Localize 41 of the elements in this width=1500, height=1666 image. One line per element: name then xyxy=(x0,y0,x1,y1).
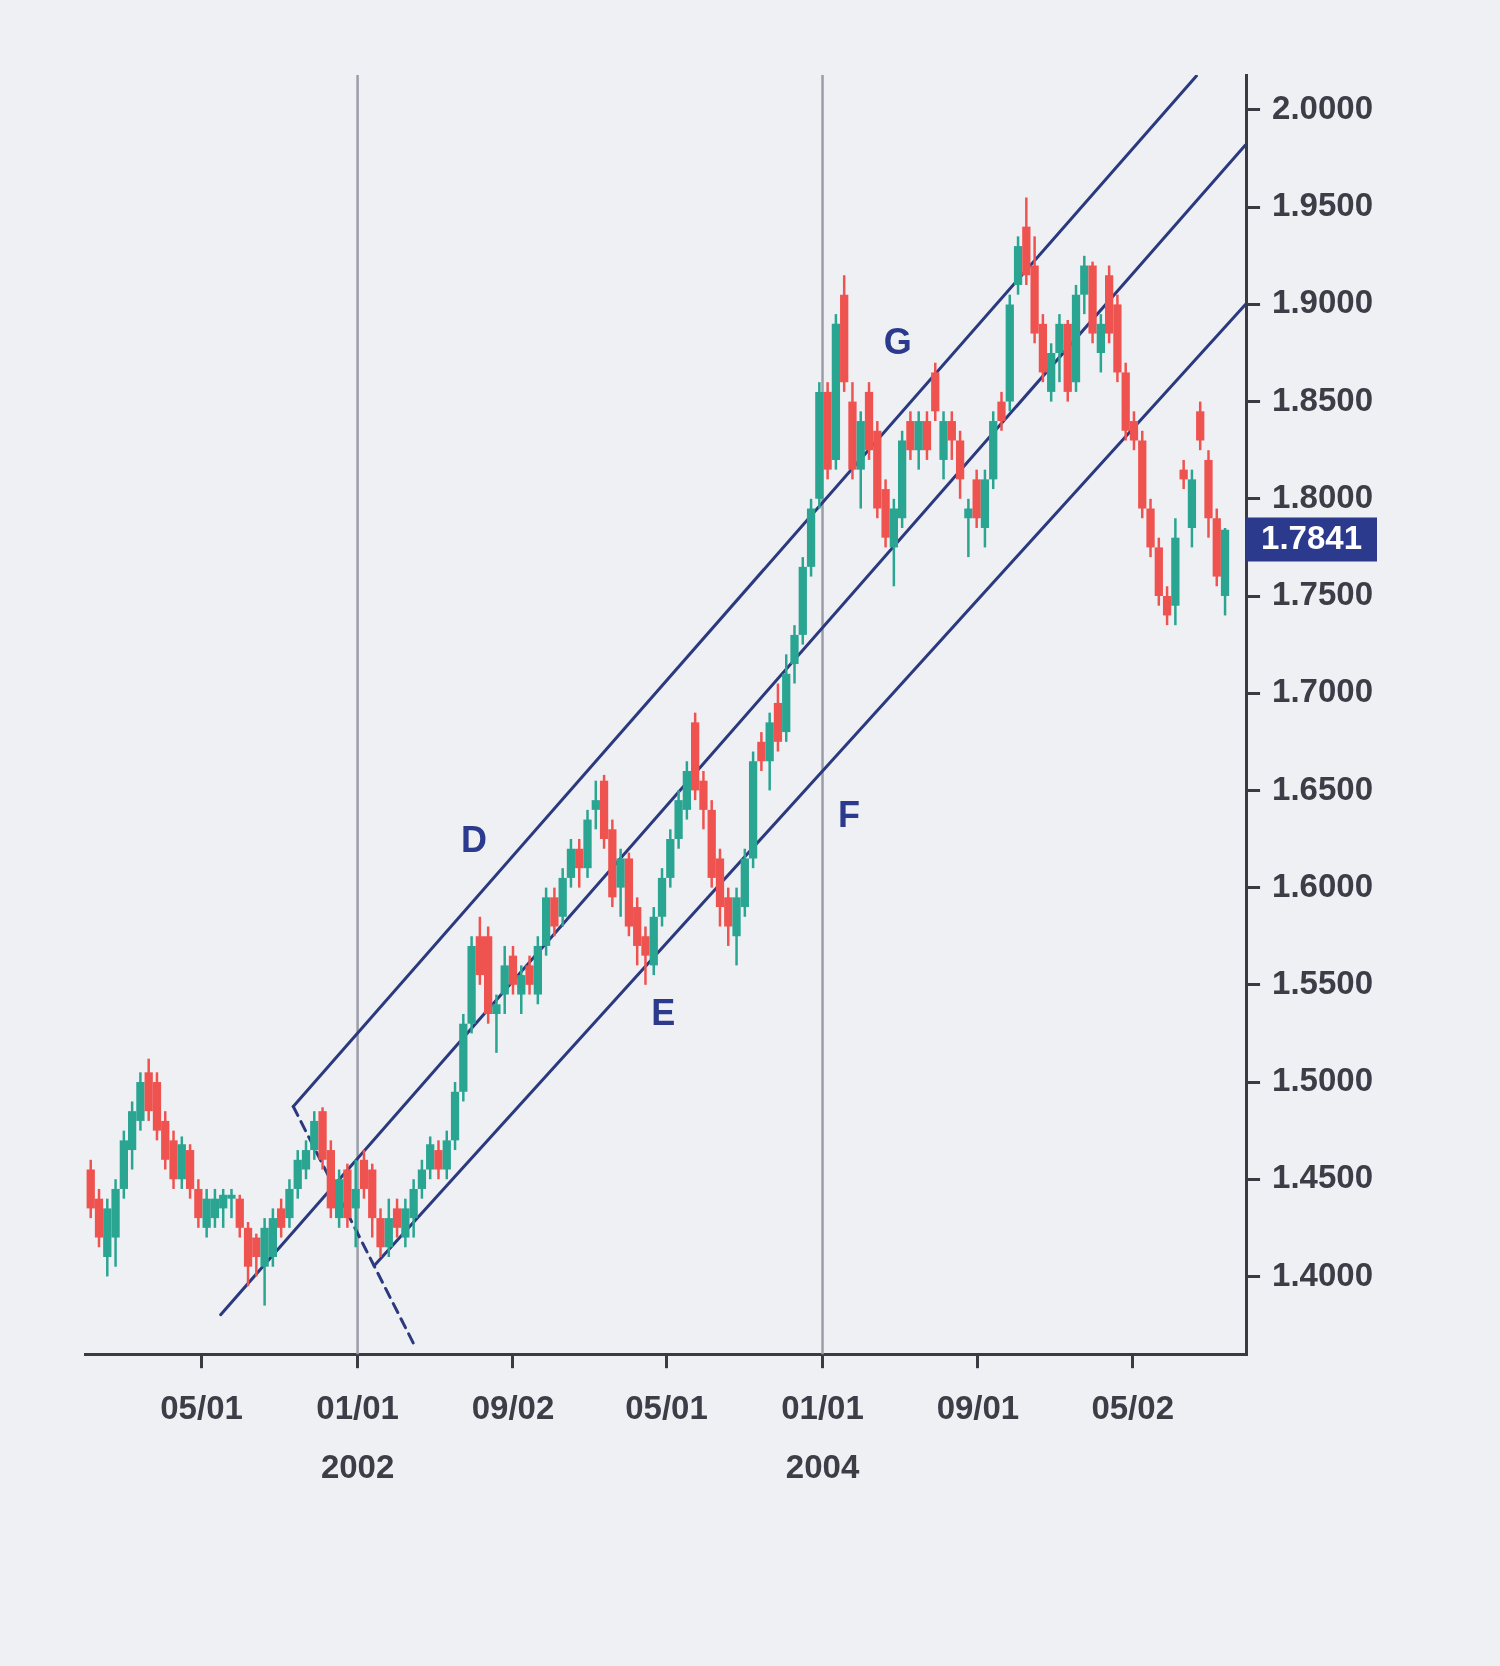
x-tick-label: 05/02 xyxy=(1091,1388,1174,1426)
y-tick-label: 1.9000 xyxy=(1272,283,1373,321)
annotation: E xyxy=(651,992,676,1034)
y-tick-label: 2.0000 xyxy=(1272,89,1373,127)
candlestick xyxy=(1162,585,1172,627)
x-tick-label: 05/01 xyxy=(625,1388,708,1426)
candlestick xyxy=(575,837,584,889)
candlestick xyxy=(1179,458,1188,491)
y-tick-label: 1.5500 xyxy=(1272,963,1373,1001)
annotation: G xyxy=(883,320,912,362)
candlestick xyxy=(277,1197,286,1239)
y-tick-label: 1.7000 xyxy=(1272,672,1373,710)
y-tick-label: 1.5000 xyxy=(1272,1061,1373,1099)
x-tick-label: 09/01 xyxy=(936,1388,1020,1426)
y-tick-label: 1.8000 xyxy=(1272,477,1373,515)
x-tick-label: 05/01 xyxy=(160,1388,243,1426)
y-tick-label: 1.6000 xyxy=(1272,866,1373,904)
y-tick-label: 1.4500 xyxy=(1272,1158,1373,1196)
x-tick-label: 09/02 xyxy=(471,1388,555,1426)
annotation: F xyxy=(837,793,860,835)
x-tick-label: 01/01 2002 xyxy=(316,1388,399,1486)
y-tick-label: 1.8500 xyxy=(1272,380,1373,418)
candlestick xyxy=(392,1197,402,1239)
candlestick xyxy=(591,779,600,831)
candlestick xyxy=(492,993,501,1055)
candlestick xyxy=(964,497,973,559)
y-tick-label: 1.4000 xyxy=(1272,1255,1373,1293)
candlestick xyxy=(997,390,1006,433)
x-tick-label: 01/01 2004 xyxy=(781,1388,864,1486)
candlestick xyxy=(351,1158,360,1249)
candlestick xyxy=(517,964,526,1016)
y-tick-label: 1.9500 xyxy=(1272,186,1373,224)
annotation: D xyxy=(460,819,487,861)
candlestick xyxy=(947,410,956,462)
text: 1.7841 xyxy=(1261,519,1362,557)
candlestick xyxy=(434,1139,443,1181)
candlestick xyxy=(757,730,766,773)
candlestick xyxy=(417,1158,427,1200)
y-tick-label: 1.6500 xyxy=(1272,769,1373,807)
candlestick xyxy=(525,954,534,996)
y-tick-label: 1.7500 xyxy=(1272,575,1373,613)
